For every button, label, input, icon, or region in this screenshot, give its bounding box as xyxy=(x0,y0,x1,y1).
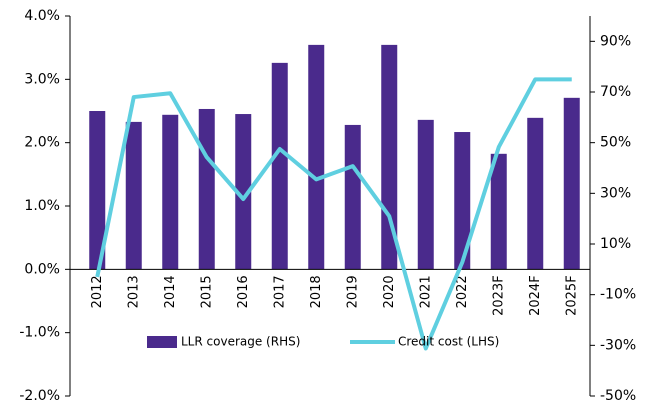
y-tick-label: 4.0% xyxy=(24,8,60,24)
bar xyxy=(563,97,580,270)
x-tick-label: 2024F xyxy=(528,275,543,316)
y-tick-label: 0.0% xyxy=(24,261,60,277)
bar xyxy=(308,44,325,270)
bar xyxy=(235,114,252,270)
bar xyxy=(490,153,507,270)
y2-tick-label: -10% xyxy=(600,287,636,303)
x-tick-label: 2017 xyxy=(272,275,287,308)
x-tick-label: 2020 xyxy=(382,275,397,308)
bar xyxy=(417,119,434,270)
bar xyxy=(344,124,361,270)
bar xyxy=(527,117,544,270)
bar xyxy=(125,121,142,270)
y-tick-label: -2.0% xyxy=(19,388,60,403)
x-tick-label: 2018 xyxy=(309,275,324,308)
x-tick-label: 2025F xyxy=(564,275,579,316)
bar xyxy=(454,132,471,270)
bar xyxy=(271,62,288,270)
y2-tick-label: 10% xyxy=(600,236,631,252)
x-tick-label: 2014 xyxy=(163,275,178,308)
y2-tick-label: 90% xyxy=(600,33,631,49)
line xyxy=(95,77,572,351)
y-tick-label: 2.0% xyxy=(24,135,60,151)
legend-label: LLR coverage (RHS) xyxy=(181,335,300,349)
bar xyxy=(162,114,179,270)
legend-swatch xyxy=(147,336,177,348)
y2-tick-label: 70% xyxy=(600,84,631,100)
x-tick-label: 2012 xyxy=(90,275,105,308)
x-tick-label: 2015 xyxy=(199,275,214,308)
y2-tick-label: -30% xyxy=(600,337,636,353)
x-tick-label: 2021 xyxy=(418,275,433,308)
bar xyxy=(89,111,106,270)
x-tick-label: 2023F xyxy=(491,275,506,316)
bar xyxy=(198,108,215,270)
y2-tick-label: 50% xyxy=(600,135,631,151)
y2-tick-label: 30% xyxy=(600,185,631,201)
y2-tick-label: -50% xyxy=(600,388,636,403)
x-tick-label: 2019 xyxy=(345,275,360,308)
x-tick-label: 2013 xyxy=(126,275,141,308)
x-tick-label: 2016 xyxy=(236,275,251,308)
y-tick-label: -1.0% xyxy=(19,325,60,341)
y-tick-label: 3.0% xyxy=(24,71,60,87)
x-tick-label: 2022 xyxy=(455,275,470,308)
y-tick-label: 1.0% xyxy=(24,198,60,214)
legend-label: Credit cost (LHS) xyxy=(398,335,499,349)
